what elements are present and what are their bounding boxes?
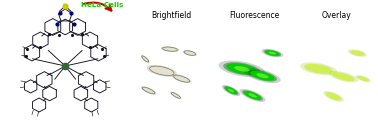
Ellipse shape xyxy=(263,50,281,57)
Ellipse shape xyxy=(332,72,355,81)
Ellipse shape xyxy=(242,90,263,101)
Ellipse shape xyxy=(357,76,369,81)
Ellipse shape xyxy=(147,65,177,76)
Ellipse shape xyxy=(304,64,333,74)
Ellipse shape xyxy=(141,55,149,63)
Ellipse shape xyxy=(269,52,276,54)
Ellipse shape xyxy=(325,92,341,101)
Ellipse shape xyxy=(225,87,237,94)
Ellipse shape xyxy=(226,63,257,74)
Ellipse shape xyxy=(228,89,234,92)
Ellipse shape xyxy=(170,92,181,99)
Text: Fluorescence: Fluorescence xyxy=(229,11,279,20)
Ellipse shape xyxy=(248,93,257,98)
Ellipse shape xyxy=(161,47,179,52)
Ellipse shape xyxy=(250,71,274,81)
Ellipse shape xyxy=(240,89,266,102)
Ellipse shape xyxy=(141,87,156,94)
Ellipse shape xyxy=(222,85,240,96)
Ellipse shape xyxy=(261,49,284,57)
Ellipse shape xyxy=(248,70,277,82)
Ellipse shape xyxy=(323,91,344,102)
Text: HeLa Cells: HeLa Cells xyxy=(81,2,123,8)
Text: Overlay: Overlay xyxy=(322,11,352,20)
Ellipse shape xyxy=(244,68,280,83)
Ellipse shape xyxy=(234,66,249,72)
Ellipse shape xyxy=(183,50,197,56)
Ellipse shape xyxy=(224,86,239,95)
Ellipse shape xyxy=(265,50,280,56)
Ellipse shape xyxy=(172,75,191,83)
Ellipse shape xyxy=(348,49,367,57)
Ellipse shape xyxy=(244,91,261,100)
Ellipse shape xyxy=(350,50,365,56)
Ellipse shape xyxy=(223,62,260,75)
Text: Brightfield: Brightfield xyxy=(152,11,192,20)
Ellipse shape xyxy=(256,73,268,78)
Ellipse shape xyxy=(355,75,371,82)
Ellipse shape xyxy=(328,71,358,82)
Ellipse shape xyxy=(218,61,265,77)
Ellipse shape xyxy=(300,62,337,75)
